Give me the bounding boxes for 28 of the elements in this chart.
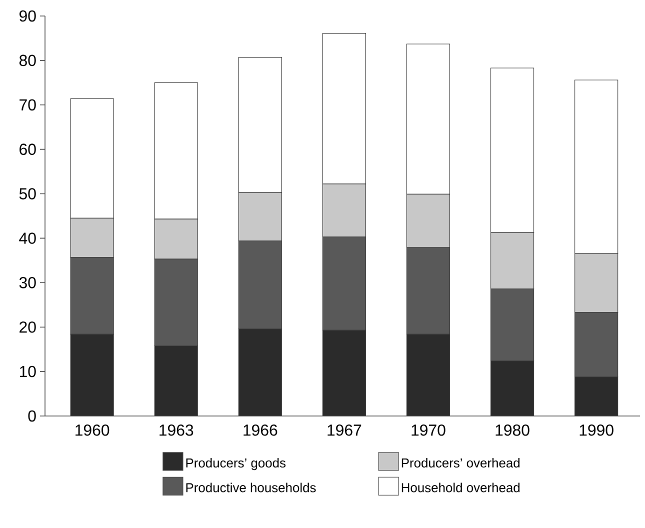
bar xyxy=(574,376,618,416)
legend-label: Productive households xyxy=(186,482,316,492)
legend-label: Producers’ goods xyxy=(186,458,286,470)
legend-label: Household overhead xyxy=(402,482,520,492)
x-tick-label: 1963 xyxy=(160,424,194,436)
y-tick-label: 50 xyxy=(19,188,36,200)
y-tick-label: 40 xyxy=(19,232,36,244)
bar xyxy=(238,328,282,416)
y-tick-label: 60 xyxy=(20,144,36,155)
x-tick-label: 1970 xyxy=(412,424,446,436)
y-tick-label: 0 xyxy=(28,410,36,422)
bar xyxy=(490,360,534,416)
y-tick-label: 20 xyxy=(20,321,36,333)
x-tick-label: 1966 xyxy=(244,424,278,436)
x-tick-label: 1960 xyxy=(76,424,110,436)
y-tick-label: 10 xyxy=(20,366,36,378)
x-tick-label: 1967 xyxy=(328,424,362,436)
y-tick-label: 80 xyxy=(19,54,36,66)
bar xyxy=(322,330,366,416)
x-tick-label: 1990 xyxy=(580,424,614,436)
bar xyxy=(406,334,450,416)
y-tick-label: 30 xyxy=(19,277,36,288)
bar xyxy=(70,334,114,416)
x-tick-label: 1980 xyxy=(496,424,530,436)
y-tick-label: 70 xyxy=(20,99,36,111)
y-tick-label: 90 xyxy=(20,10,36,22)
legend-label: Producers’ overhead xyxy=(402,458,520,468)
bar xyxy=(154,345,198,416)
